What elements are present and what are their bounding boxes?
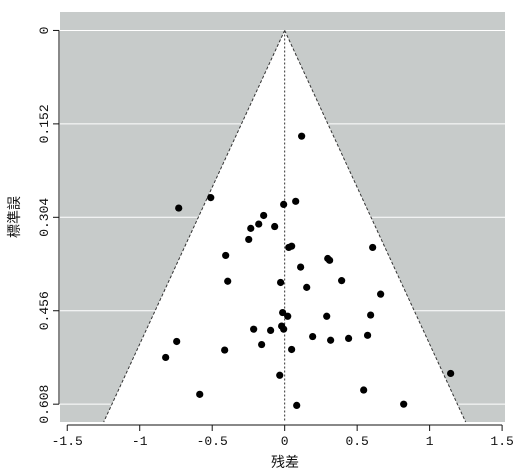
- data-point: [292, 197, 300, 205]
- data-point: [173, 337, 181, 346]
- data-point: [255, 220, 263, 228]
- data-point: [363, 331, 372, 339]
- funnel-region: [103, 30, 466, 423]
- data-point: [221, 346, 229, 354]
- data-point: [400, 400, 408, 408]
- data-point: [276, 371, 284, 379]
- axes: -1.5 -1 -0.5 0 0.5 1 1.5 0 0.152 0.304 0.456 0.608: [37, 27, 514, 449]
- x-tick-label: 1: [426, 434, 434, 449]
- data-point: [369, 243, 377, 252]
- y-tick-label: 0.456: [37, 291, 52, 330]
- x-tick-label: 0.5: [345, 434, 368, 449]
- data-point: [250, 325, 258, 333]
- x-tick-label: 0: [281, 434, 289, 449]
- data-point: [260, 211, 268, 220]
- x-tick-label: 1.5: [490, 434, 513, 449]
- data-point: [303, 283, 311, 291]
- data-point: [280, 325, 288, 333]
- data-point: [196, 390, 204, 398]
- data-point: [298, 132, 306, 140]
- data-point: [247, 224, 255, 232]
- data-point: [280, 200, 288, 208]
- data-point: [279, 308, 287, 317]
- y-tick-label: 0: [37, 27, 52, 35]
- data-point: [288, 242, 296, 250]
- funnel-right-boundary: [284, 30, 467, 423]
- data-point: [323, 312, 331, 320]
- funnel-left-boundary: [103, 30, 286, 423]
- data-point: [327, 336, 335, 344]
- x-tick-label: -0.5: [197, 434, 228, 449]
- y-tick-label: 0.304: [37, 198, 52, 237]
- plot-area: [60, 12, 505, 423]
- data-point: [288, 345, 296, 354]
- data-points: [162, 132, 455, 410]
- y-tick-label: 0.608: [37, 385, 52, 424]
- x-tick-label: -1.5: [52, 434, 83, 449]
- data-point: [293, 401, 301, 410]
- data-point: [267, 326, 275, 335]
- data-point: [224, 277, 232, 285]
- data-point: [360, 386, 368, 394]
- data-point: [367, 311, 375, 319]
- data-point: [277, 278, 285, 287]
- y-tick-label: 0.152: [37, 104, 52, 143]
- data-point: [207, 194, 215, 202]
- data-point: [271, 222, 279, 231]
- data-point: [175, 204, 183, 212]
- data-point: [377, 290, 385, 298]
- data-point: [309, 332, 317, 341]
- data-point: [162, 353, 170, 362]
- data-point: [344, 334, 353, 343]
- data-point: [258, 340, 266, 349]
- data-point: [222, 251, 230, 260]
- x-axis-title: 残差: [271, 455, 299, 471]
- y-axis-title: 標準誤: [7, 196, 23, 238]
- data-point: [447, 369, 455, 378]
- data-point: [324, 254, 332, 263]
- data-point: [297, 263, 305, 271]
- x-tick-label: -1: [132, 434, 148, 449]
- data-point: [338, 277, 346, 285]
- data-point: [245, 235, 253, 244]
- data-point: [284, 312, 292, 320]
